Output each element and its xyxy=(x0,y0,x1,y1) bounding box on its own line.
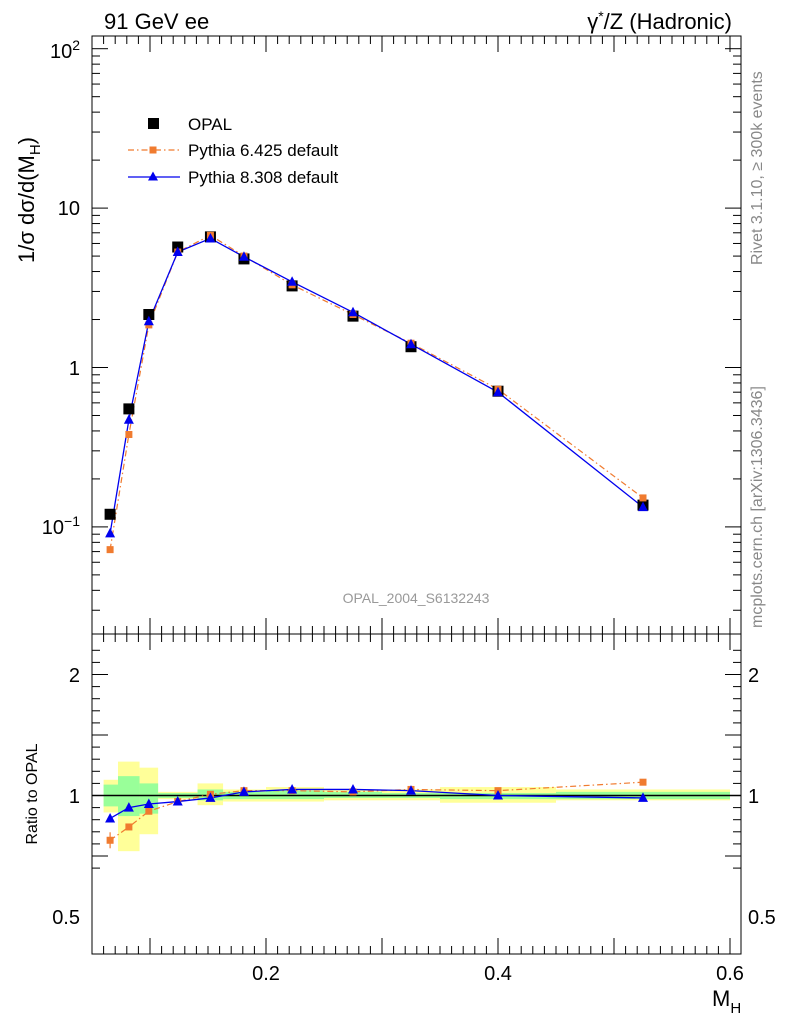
data-point-pythia8 xyxy=(143,315,154,326)
legend-marker-pythia6 xyxy=(149,146,157,154)
ratio-point-pythia6 xyxy=(125,823,133,831)
ratio-point-pythia8 xyxy=(172,796,183,806)
data-point-pythia8 xyxy=(638,501,648,512)
ratio-point-pythia8 xyxy=(238,786,249,796)
data-point-opal xyxy=(123,403,135,415)
ratio-point-pythia8 xyxy=(406,785,416,795)
header-left: 91 GeV ee xyxy=(104,9,209,34)
ratio-ytick-0.5-right: 0.5 xyxy=(748,907,776,929)
ratio-ytick-2-left: 2 xyxy=(69,665,80,687)
ratio-point-pythia8 xyxy=(105,812,116,823)
data-point-pythia6 xyxy=(125,430,133,438)
data-point-pythia8 xyxy=(105,527,116,538)
rivet-label: Rivet 3.1.10, ≥ 300k events xyxy=(749,71,766,265)
main-series-layer xyxy=(104,231,649,554)
data-point-pythia8 xyxy=(123,414,134,424)
main-axis-ticks xyxy=(92,36,741,634)
data-point-pythia8 xyxy=(406,338,416,349)
ytick-label-100: 102 xyxy=(50,37,80,63)
x-tick-labels: 0.2 0.4 0.6 xyxy=(252,963,744,985)
data-point-pythia8 xyxy=(238,251,249,261)
data-point-opal xyxy=(104,508,116,520)
data-point-pythia8 xyxy=(493,386,503,397)
legend: OPAL Pythia 6.425 default Pythia 8.308 d… xyxy=(128,115,339,187)
legend-label-pythia6: Pythia 6.425 default xyxy=(188,141,339,160)
ratio-uncertainty-bands xyxy=(92,761,741,852)
ratio-point-pythia6 xyxy=(145,807,153,815)
ratio-point-pythia8 xyxy=(205,792,216,802)
ytick-label-0.1: 10−1 xyxy=(42,513,80,539)
ytick-label-1: 1 xyxy=(69,358,80,380)
ratio-panel-frame xyxy=(91,633,742,955)
ratio-ytick-0.5-left: 0.5 xyxy=(52,907,80,929)
header-right: γ*/Z (Hadronic) xyxy=(587,8,732,34)
legend-marker-opal xyxy=(148,118,159,129)
ratio-point-pythia6 xyxy=(639,778,647,786)
ratio-point-pythia8 xyxy=(638,792,648,802)
ratio-point-pythia8 xyxy=(348,783,358,794)
ytick-label-10: 10 xyxy=(58,198,80,220)
main-ylabel: 1/σ dσ/d(MH) xyxy=(14,137,44,263)
ratio-axis-ticks xyxy=(92,634,741,954)
ratio-ylabel: Ratio to OPAL xyxy=(24,743,41,844)
ratio-point-pythia8 xyxy=(287,783,298,794)
mcplots-label: mcplots.cern.ch [arXiv:1306.3436] xyxy=(749,386,766,628)
data-point-pythia6 xyxy=(639,494,647,502)
ratio-y-tick-labels: 2 1 0.5 2 1 0.5 xyxy=(52,665,776,929)
data-point-pythia8 xyxy=(205,232,216,243)
ratio-ytick-1-left: 1 xyxy=(69,786,80,808)
data-point-pythia8 xyxy=(287,276,298,286)
legend-marker-pythia8 xyxy=(148,171,158,181)
xtick-label-0.4: 0.4 xyxy=(484,963,512,985)
series-line-pythia8 xyxy=(109,237,644,534)
ratio-line-pythia6 xyxy=(109,781,644,841)
ratio-series-layer xyxy=(105,778,648,849)
data-point-opal xyxy=(143,309,155,321)
x-axis-label: MH xyxy=(712,986,741,1017)
series-line-pythia6 xyxy=(109,234,644,550)
ratio-point-pythia8 xyxy=(143,798,154,808)
legend-label-opal: OPAL xyxy=(188,115,232,134)
data-point-pythia8 xyxy=(348,306,358,317)
xtick-label-0.2: 0.2 xyxy=(252,963,280,985)
ratio-point-pythia6 xyxy=(106,836,114,844)
ratio-ytick-1-right: 1 xyxy=(748,786,759,808)
ratio-point-pythia8 xyxy=(493,790,503,800)
main-y-tick-labels: 102 10 1 10−1 xyxy=(42,37,80,539)
data-point-pythia8 xyxy=(172,246,183,257)
analysis-watermark: OPAL_2004_S6132243 xyxy=(343,590,490,606)
xtick-label-0.6: 0.6 xyxy=(716,963,744,985)
ratio-point-pythia8 xyxy=(123,802,134,812)
data-point-pythia6 xyxy=(106,546,114,554)
ratio-ytick-2-right: 2 xyxy=(748,665,759,687)
legend-label-pythia8: Pythia 8.308 default xyxy=(188,168,339,187)
